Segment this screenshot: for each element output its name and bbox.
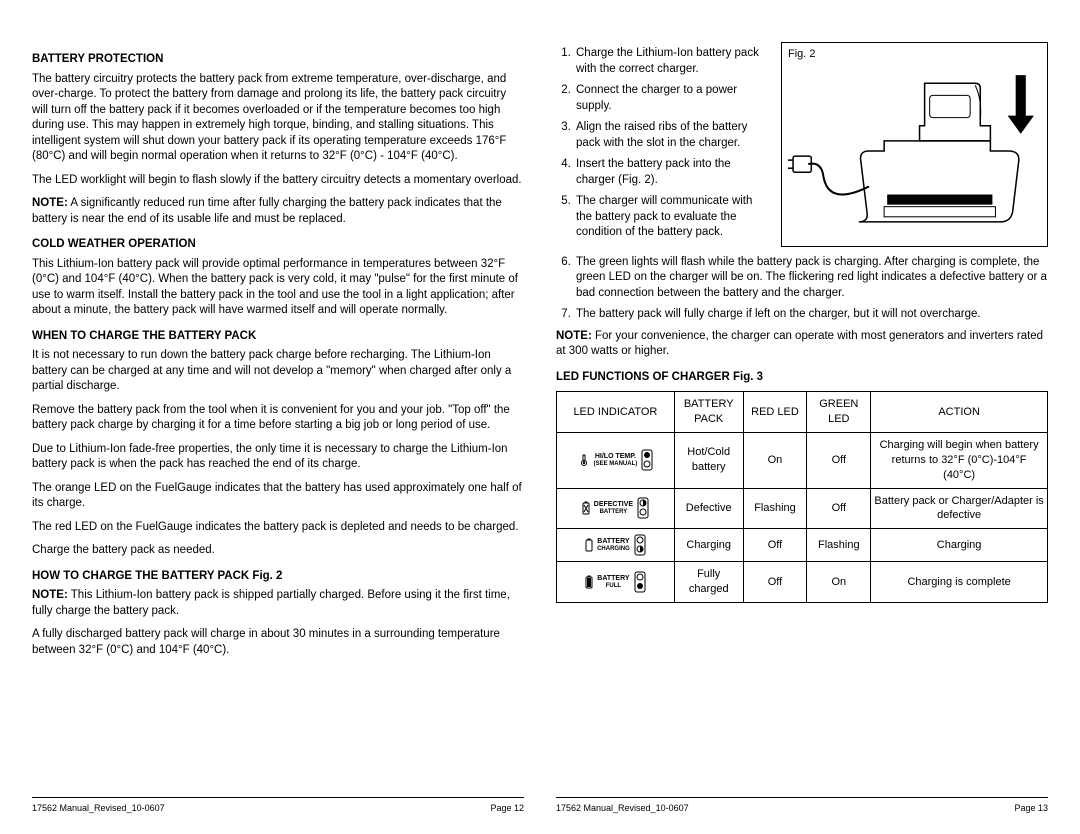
- ind-line1: BATTERY: [597, 538, 629, 545]
- table-row: HI/LO TEMP.(SEE MANUAL) Hot/Cold battery…: [557, 432, 1048, 488]
- td: Off: [743, 529, 807, 562]
- battery-empty-icon: [585, 538, 593, 552]
- step: The battery pack will fully charge if le…: [574, 307, 1048, 323]
- para: NOTE: This Lithium-Ion battery pack is s…: [32, 588, 524, 619]
- indicator-cell: DEFECTIVEBATTERY: [557, 488, 675, 529]
- td: Hot/Cold battery: [674, 432, 743, 488]
- steps-list-1: Charge the Lithium-Ion battery pack with…: [556, 46, 771, 247]
- left-content: BATTERY PROTECTION The battery circuitry…: [32, 42, 524, 787]
- td: Fully charged: [674, 562, 743, 603]
- ind-line2: (SEE MANUAL): [594, 461, 638, 468]
- right-content: Charge the Lithium-Ion battery pack with…: [556, 42, 1048, 787]
- heading-battery-protection: BATTERY PROTECTION: [32, 52, 524, 68]
- th: RED LED: [743, 392, 807, 433]
- table-row: BATTERYCHARGING Charging Off Flashing Ch…: [557, 529, 1048, 562]
- td: Charging: [674, 529, 743, 562]
- para: Charge the battery pack as needed.: [32, 543, 524, 559]
- thermometer-icon: [578, 454, 590, 466]
- leds-off-flash-icon: [634, 534, 646, 556]
- leds-flash-off-icon: [637, 497, 649, 519]
- note-text: For your convenience, the charger can op…: [556, 330, 1043, 358]
- note-text: A significantly reduced run time after f…: [32, 197, 502, 225]
- step: Charge the Lithium-Ion battery pack with…: [574, 46, 771, 77]
- heading-how-charge: HOW TO CHARGE THE BATTERY PACK Fig. 2: [32, 569, 524, 585]
- steps-and-figure: Charge the Lithium-Ion battery pack with…: [556, 42, 1048, 251]
- td: Off: [807, 432, 871, 488]
- th: LED INDICATOR: [557, 392, 675, 433]
- td: On: [807, 562, 871, 603]
- leds-on-off-icon: [641, 449, 653, 471]
- th: GREEN LED: [807, 392, 871, 433]
- note-prefix: NOTE:: [32, 197, 68, 209]
- ind-line2: CHARGING: [597, 546, 630, 553]
- td: Flashing: [743, 488, 807, 529]
- td: Flashing: [807, 529, 871, 562]
- th: ACTION: [871, 392, 1048, 433]
- heading-led-functions: LED FUNCTIONS OF CHARGER Fig. 3: [556, 370, 1048, 386]
- para: A fully discharged battery pack will cha…: [32, 627, 524, 658]
- step: Insert the battery pack into the charger…: [574, 157, 771, 188]
- note-prefix: NOTE:: [556, 330, 592, 342]
- td: Defective: [674, 488, 743, 529]
- steps-list-2: The green lights will flash while the ba…: [556, 255, 1048, 323]
- step: The charger will communicate with the ba…: [574, 194, 771, 241]
- para: It is not necessary to run down the batt…: [32, 348, 524, 395]
- table-header-row: LED INDICATOR BATTERY PACK RED LED GREEN…: [557, 392, 1048, 433]
- para: NOTE: A significantly reduced run time a…: [32, 196, 524, 227]
- step: Align the raised ribs of the battery pac…: [574, 120, 771, 151]
- para: The orange LED on the FuelGauge indicate…: [32, 481, 524, 512]
- th: BATTERY PACK: [674, 392, 743, 433]
- figure-label: Fig. 2: [788, 48, 816, 60]
- para: The battery circuitry protects the batte…: [32, 72, 524, 165]
- ind-line1: DEFECTIVE: [594, 501, 633, 508]
- td: Charging: [871, 529, 1048, 562]
- indicator-cell: HI/LO TEMP.(SEE MANUAL): [557, 432, 675, 488]
- table-row: BATTERYFULL Fully charged Off On Chargin…: [557, 562, 1048, 603]
- td: Battery pack or Charger/Adapter is defec…: [871, 488, 1048, 529]
- page-left: BATTERY PROTECTION The battery circuitry…: [32, 42, 524, 814]
- ind-line2: FULL: [597, 583, 629, 590]
- td: On: [743, 432, 807, 488]
- ind-line1: HI/LO TEMP.: [595, 453, 636, 460]
- td: Charging will begin when battery returns…: [871, 432, 1048, 488]
- ind-line2: BATTERY: [594, 509, 633, 516]
- step: The green lights will flash while the ba…: [574, 255, 1048, 302]
- footer-page: Page 13: [1014, 802, 1048, 814]
- figure-2: Fig. 2: [781, 42, 1048, 247]
- para: The red LED on the FuelGauge indicates t…: [32, 520, 524, 536]
- para: NOTE: For your convenience, the charger …: [556, 329, 1048, 360]
- ind-line1: BATTERY: [597, 575, 629, 582]
- footer-right: 17562 Manual_Revised_10-0607 Page 13: [556, 797, 1048, 814]
- battery-full-icon: [585, 575, 593, 589]
- indicator-cell: BATTERYFULL: [557, 562, 675, 603]
- heading-cold-weather: COLD WEATHER OPERATION: [32, 237, 524, 253]
- para: This Lithium-Ion battery pack will provi…: [32, 257, 524, 319]
- footer-ref: 17562 Manual_Revised_10-0607: [32, 802, 165, 814]
- td: Off: [807, 488, 871, 529]
- table-row: DEFECTIVEBATTERY Defective Flashing Off …: [557, 488, 1048, 529]
- footer-page: Page 12: [490, 802, 524, 814]
- note-prefix: NOTE:: [32, 589, 68, 601]
- para: Due to Lithium-Ion fade-free properties,…: [32, 442, 524, 473]
- step: Connect the charger to a power supply.: [574, 83, 771, 114]
- footer-left: 17562 Manual_Revised_10-0607 Page 12: [32, 797, 524, 814]
- td: Charging is complete: [871, 562, 1048, 603]
- para: The LED worklight will begin to flash sl…: [32, 173, 524, 189]
- para: Remove the battery pack from the tool wh…: [32, 403, 524, 434]
- leds-off-on-icon: [634, 571, 646, 593]
- indicator-cell: BATTERYCHARGING: [557, 529, 675, 562]
- charger-illustration-icon: [788, 65, 1041, 242]
- led-table: LED INDICATOR BATTERY PACK RED LED GREEN…: [556, 391, 1048, 603]
- heading-when-charge: WHEN TO CHARGE THE BATTERY PACK: [32, 329, 524, 345]
- note-text: This Lithium-Ion battery pack is shipped…: [32, 589, 510, 617]
- page-right: Charge the Lithium-Ion battery pack with…: [556, 42, 1048, 814]
- td: Off: [743, 562, 807, 603]
- battery-x-icon: [582, 501, 590, 515]
- footer-ref: 17562 Manual_Revised_10-0607: [556, 802, 689, 814]
